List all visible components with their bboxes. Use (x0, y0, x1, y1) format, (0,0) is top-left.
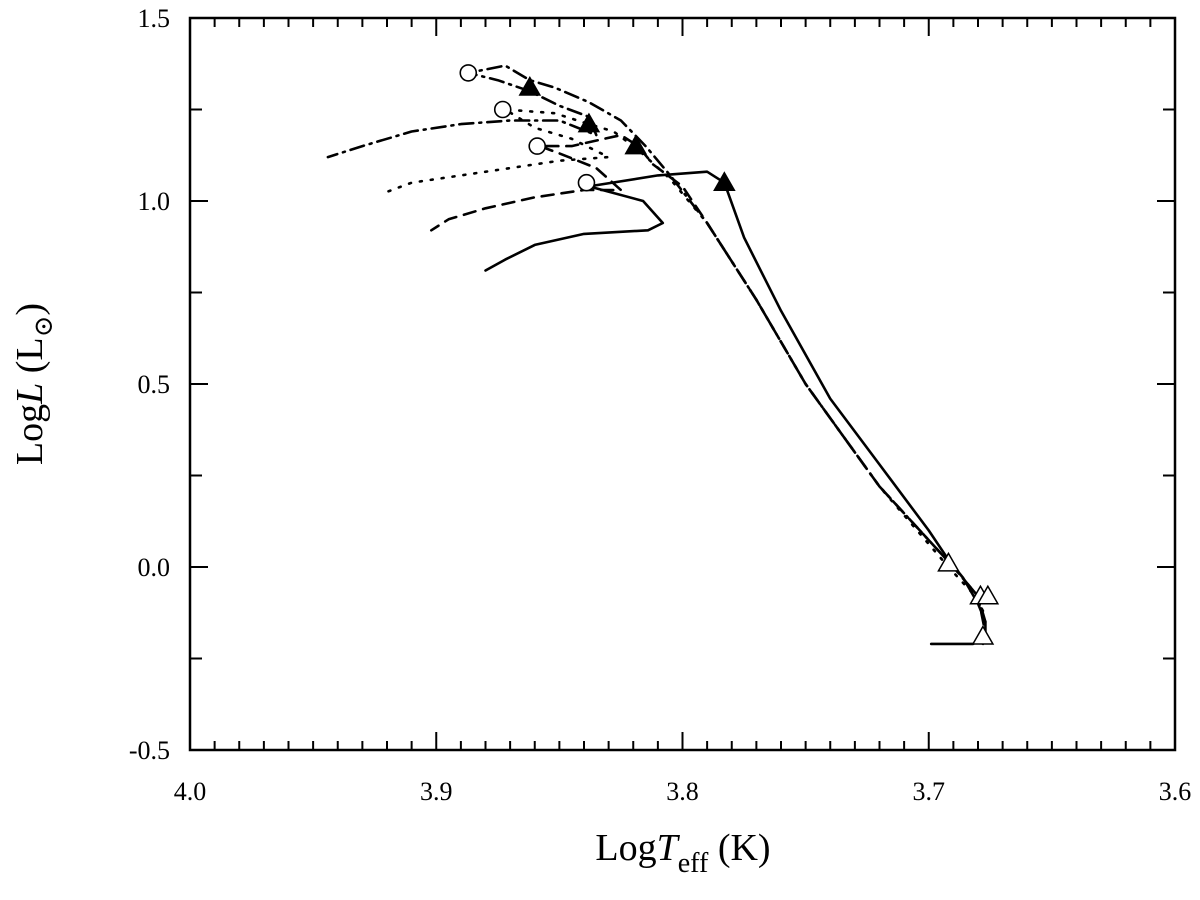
y-tick-label: -0.5 (129, 736, 170, 765)
open-circle-marker (493, 100, 512, 119)
y-tick-label: 0.5 (138, 370, 171, 399)
open-triangle-marker (937, 551, 960, 572)
open-circle-marker (528, 137, 547, 155)
x-tick-label: 3.7 (913, 777, 946, 806)
track-dashed (430, 133, 987, 646)
axis-tick-labels: 4.0 3.9 3.8 3.7 3.6 1.5 1.0 0.5 0.0 -0.5 (129, 4, 1191, 806)
filled-triangle-marker (518, 76, 542, 96)
track-dashdot (326, 64, 987, 624)
track-dotted (380, 108, 985, 613)
open-triangle-marker (971, 625, 995, 645)
open-triangle-marker (976, 584, 1000, 605)
plot-frame (188, 16, 1177, 752)
track-markers (459, 64, 1000, 645)
evolution-tracks (326, 64, 987, 646)
filled-triangle-marker (624, 134, 648, 155)
y-tick-label: 0.0 (138, 553, 171, 582)
y-axis-label: LogL (L⊙) (9, 303, 58, 465)
filled-triangle-marker (713, 171, 736, 191)
x-axis-label: LogTeff (K) (595, 827, 770, 879)
x-tick-label: 3.9 (420, 777, 453, 806)
x-tick-label: 3.8 (666, 777, 699, 806)
y-tick-label: 1.5 (138, 4, 171, 33)
open-circle-marker (459, 64, 478, 82)
axis-ticks (189, 17, 1176, 751)
x-tick-label: 4.0 (174, 777, 207, 806)
filled-triangle-marker (577, 112, 601, 133)
open-circle-marker (577, 173, 596, 192)
x-tick-label: 3.6 (1159, 777, 1192, 806)
track-solid (484, 170, 987, 646)
y-tick-label: 1.0 (138, 187, 171, 216)
